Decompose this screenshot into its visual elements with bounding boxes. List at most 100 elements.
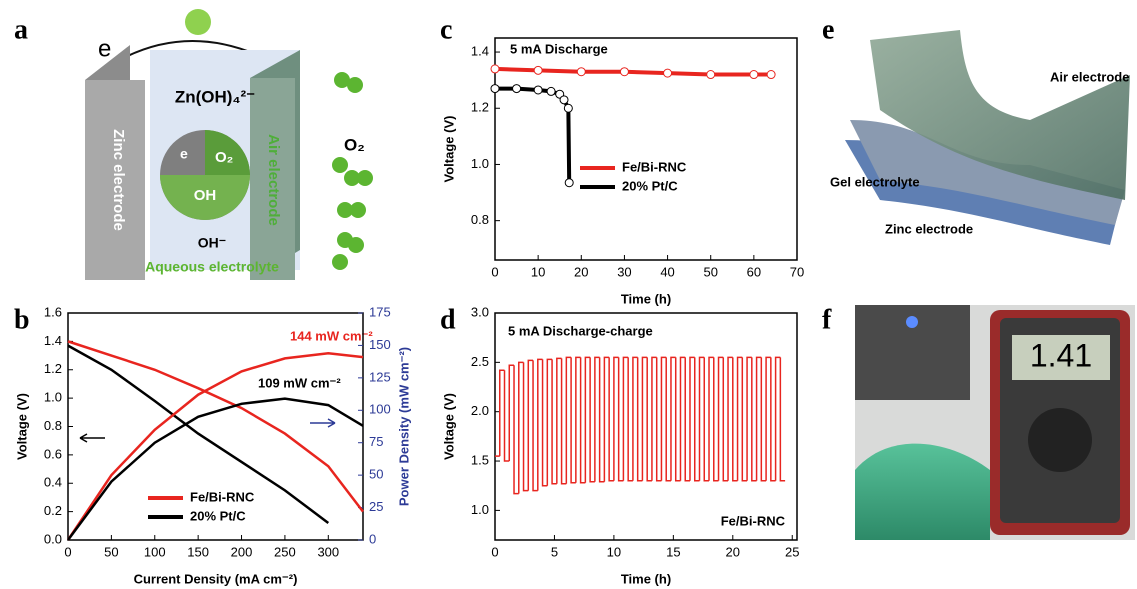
- lcd: [1012, 335, 1110, 380]
- series-line: [495, 86, 572, 183]
- x-axis-title: Time (h): [621, 291, 671, 306]
- step-segment: [541, 359, 548, 487]
- y-tick-label: 3.0: [471, 304, 489, 319]
- step-segment: [765, 356, 771, 481]
- step-segment: [736, 356, 743, 481]
- step-segment: [594, 356, 600, 482]
- pie-label: OH: [194, 187, 217, 204]
- plot-frame: [494, 312, 798, 541]
- step-segment: [779, 357, 786, 482]
- dial: [1028, 408, 1092, 472]
- legend-label: Fe/Bi-RNC: [190, 489, 255, 504]
- annotation: 5 mA Discharge: [510, 41, 608, 56]
- step-segment: [513, 365, 519, 495]
- x-tick-label: 30: [617, 264, 631, 279]
- panel-label: b: [14, 304, 30, 335]
- panel-label: f: [822, 304, 832, 335]
- step-segment: [508, 364, 515, 462]
- x-tick-label: 100: [144, 544, 166, 559]
- marker: [564, 178, 574, 188]
- legend-label: 20% Pt/C: [622, 178, 678, 193]
- electrolyte-label: Aqueous electrolyte: [145, 259, 279, 275]
- y-tick-label: 1.0: [471, 502, 489, 517]
- marker: [490, 64, 500, 74]
- annotation: 144 mW cm⁻²: [290, 328, 373, 343]
- layer-label: Gel electrolyte: [830, 174, 920, 189]
- x-tick-label: 20: [726, 544, 740, 559]
- step-segment: [670, 356, 676, 481]
- y2-tick-label: 50: [369, 467, 383, 482]
- step-segment: [713, 357, 719, 482]
- annotation: 109 mW cm⁻²: [258, 375, 341, 390]
- step-segment: [741, 357, 748, 482]
- marker: [663, 68, 673, 78]
- step-segment: [651, 356, 657, 481]
- pie-slice: [160, 175, 250, 220]
- series-line: [66, 351, 364, 541]
- y-tick-label: 2.0: [471, 403, 489, 418]
- y-tick-label: 2.5: [471, 354, 489, 369]
- step-segment: [584, 356, 591, 483]
- y-tick-label: 1.0: [44, 390, 62, 405]
- step-segment: [684, 357, 690, 482]
- y-axis-title: Voltage (V): [441, 393, 456, 460]
- x-tick-label: 250: [274, 544, 296, 559]
- x-tick-label: 10: [607, 544, 621, 559]
- x-tick-label: 60: [747, 264, 761, 279]
- step-segment: [646, 357, 652, 482]
- step-segment: [751, 357, 757, 482]
- layer-label: Zinc electrode: [885, 221, 973, 236]
- y2-tick-label: 0: [369, 531, 376, 546]
- step-segment: [598, 357, 605, 483]
- marker: [749, 70, 759, 80]
- panel-label: a: [14, 14, 28, 45]
- layer-label: Air electrode: [1050, 69, 1129, 84]
- y2-tick-label: 125: [369, 369, 391, 384]
- marker: [576, 67, 586, 77]
- x-tick-label: 200: [231, 544, 253, 559]
- x-tick-label: 40: [660, 264, 674, 279]
- pie-slice: [205, 130, 250, 175]
- x-tick-label: 0: [64, 544, 71, 559]
- x-tick-label: 70: [790, 264, 804, 279]
- y-tick-label: 0.4: [44, 475, 62, 490]
- lcd-value: 1.41: [1030, 337, 1092, 373]
- step-segment: [560, 358, 567, 485]
- gloves: [855, 443, 990, 540]
- step-segment: [556, 357, 562, 484]
- step-segment: [732, 357, 738, 482]
- step-segment: [717, 356, 724, 481]
- y2-tick-label: 175: [369, 304, 391, 319]
- zinc-label: Zinc electrode: [110, 129, 127, 231]
- bulb: [185, 9, 211, 35]
- step-segment: [575, 356, 581, 483]
- marker: [512, 84, 522, 94]
- marker: [546, 86, 556, 96]
- pie-label: O₂: [215, 149, 233, 166]
- y-axis-title: Voltage (V): [441, 116, 456, 183]
- hydroxide-label: OH⁻: [198, 235, 226, 251]
- step-segment: [674, 357, 681, 482]
- series-line: [67, 344, 330, 524]
- y-tick-label: 0.0: [44, 531, 62, 546]
- y-tick-label: 0.2: [44, 503, 62, 518]
- panel-label: d: [440, 304, 456, 335]
- step-segment: [613, 356, 619, 481]
- x-tick-label: 0: [491, 264, 498, 279]
- y-tick-label: 1.4: [44, 333, 62, 348]
- oxygen-bubbles: [332, 72, 373, 270]
- marker: [706, 70, 716, 80]
- axis-arrow: [310, 418, 336, 428]
- step-segment: [546, 358, 553, 486]
- step-segment: [708, 356, 714, 481]
- y2-axis-title: Power Density (mW cm⁻²): [396, 347, 411, 506]
- series-label: Fe/Bi-RNC: [721, 513, 786, 528]
- step-segment: [727, 356, 733, 481]
- step-segment: [518, 361, 524, 494]
- y-tick-label: 0.6: [44, 446, 62, 461]
- x-tick-label: 50: [104, 544, 118, 559]
- marker: [533, 85, 543, 95]
- pie-label: e: [180, 146, 188, 162]
- step-segment: [627, 357, 633, 482]
- step-segment: [632, 356, 638, 481]
